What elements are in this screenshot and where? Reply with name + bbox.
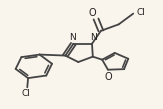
Text: Cl: Cl bbox=[21, 89, 30, 98]
Text: O: O bbox=[88, 8, 96, 18]
Text: O: O bbox=[105, 72, 113, 82]
Text: N: N bbox=[90, 33, 97, 42]
Text: Cl: Cl bbox=[136, 8, 145, 17]
Text: N: N bbox=[69, 33, 75, 42]
